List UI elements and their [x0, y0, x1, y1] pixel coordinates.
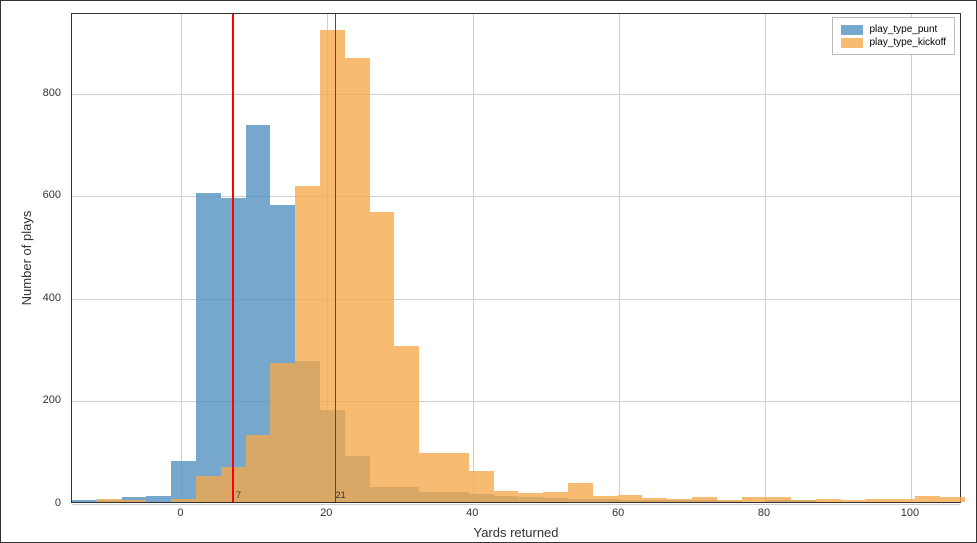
x-tick-label: 100: [901, 507, 919, 519]
histogram-bar: [915, 496, 940, 502]
histogram-bar: [370, 212, 395, 502]
grid-line-horizontal: [72, 94, 960, 95]
histogram-bar: [742, 497, 767, 502]
histogram-bar: [692, 497, 717, 502]
histogram-plot-area: 7 21: [71, 13, 961, 503]
histogram-bar: [320, 30, 345, 502]
x-tick-label: 20: [320, 507, 332, 519]
y-axis-label: Number of plays: [19, 211, 34, 306]
x-axis-label: Yards returned: [473, 525, 558, 540]
marker-vertical-line: [335, 14, 337, 502]
marker-line-label: 21: [336, 490, 346, 500]
histogram-bar: [568, 483, 593, 502]
x-tick-label: 40: [466, 507, 478, 519]
histogram-bar: [246, 435, 271, 502]
grid-line-vertical: [473, 14, 474, 502]
histogram-bar: [72, 500, 97, 502]
histogram-bar: [543, 492, 568, 502]
x-tick-label: 60: [612, 507, 624, 519]
histogram-bar: [345, 58, 370, 502]
histogram-bar: [642, 498, 667, 502]
legend-item: play_type_punt: [841, 24, 946, 35]
histogram-bar: [122, 500, 147, 502]
histogram-bar: [171, 461, 196, 502]
legend-label: play_type_kickoff: [869, 37, 946, 48]
grid-line-vertical: [619, 14, 620, 502]
histogram-bar: [667, 499, 692, 502]
histogram-bar: [940, 497, 965, 502]
legend-swatch: [841, 38, 863, 48]
histogram-bar: [766, 497, 791, 502]
histogram-bar: [518, 493, 543, 502]
histogram-bar: [295, 186, 320, 502]
histogram-bar: [270, 363, 295, 502]
grid-line-vertical: [911, 14, 912, 502]
marker-line-label: 7: [236, 490, 241, 500]
x-tick-label: 80: [758, 507, 770, 519]
histogram-bar: [866, 499, 891, 502]
grid-line-horizontal: [72, 504, 960, 505]
histogram-bar: [419, 453, 444, 502]
histogram-bar: [791, 500, 816, 502]
histogram-bar: [841, 500, 866, 502]
legend-label: play_type_punt: [869, 24, 937, 35]
histogram-bar: [196, 476, 221, 502]
histogram-bar: [97, 499, 122, 502]
histogram-bar: [469, 471, 494, 502]
legend: play_type_punt play_type_kickoff: [832, 17, 955, 55]
legend-swatch: [841, 25, 863, 35]
histogram-bar: [146, 496, 171, 502]
grid-line-vertical: [181, 14, 182, 502]
histogram-bar: [717, 500, 742, 502]
histogram-bar: [593, 496, 618, 502]
histogram-bar: [196, 193, 221, 502]
histogram-bar: [171, 499, 196, 502]
histogram-bar: [891, 499, 916, 502]
histogram-bar: [618, 495, 643, 502]
legend-item: play_type_kickoff: [841, 37, 946, 48]
histogram-bar: [494, 491, 519, 502]
marker-vertical-line: [232, 14, 234, 502]
x-tick-label: 0: [177, 507, 183, 519]
histogram-bar: [394, 346, 419, 502]
histogram-bar: [444, 453, 469, 502]
histogram-bar: [816, 499, 841, 502]
grid-line-vertical: [765, 14, 766, 502]
